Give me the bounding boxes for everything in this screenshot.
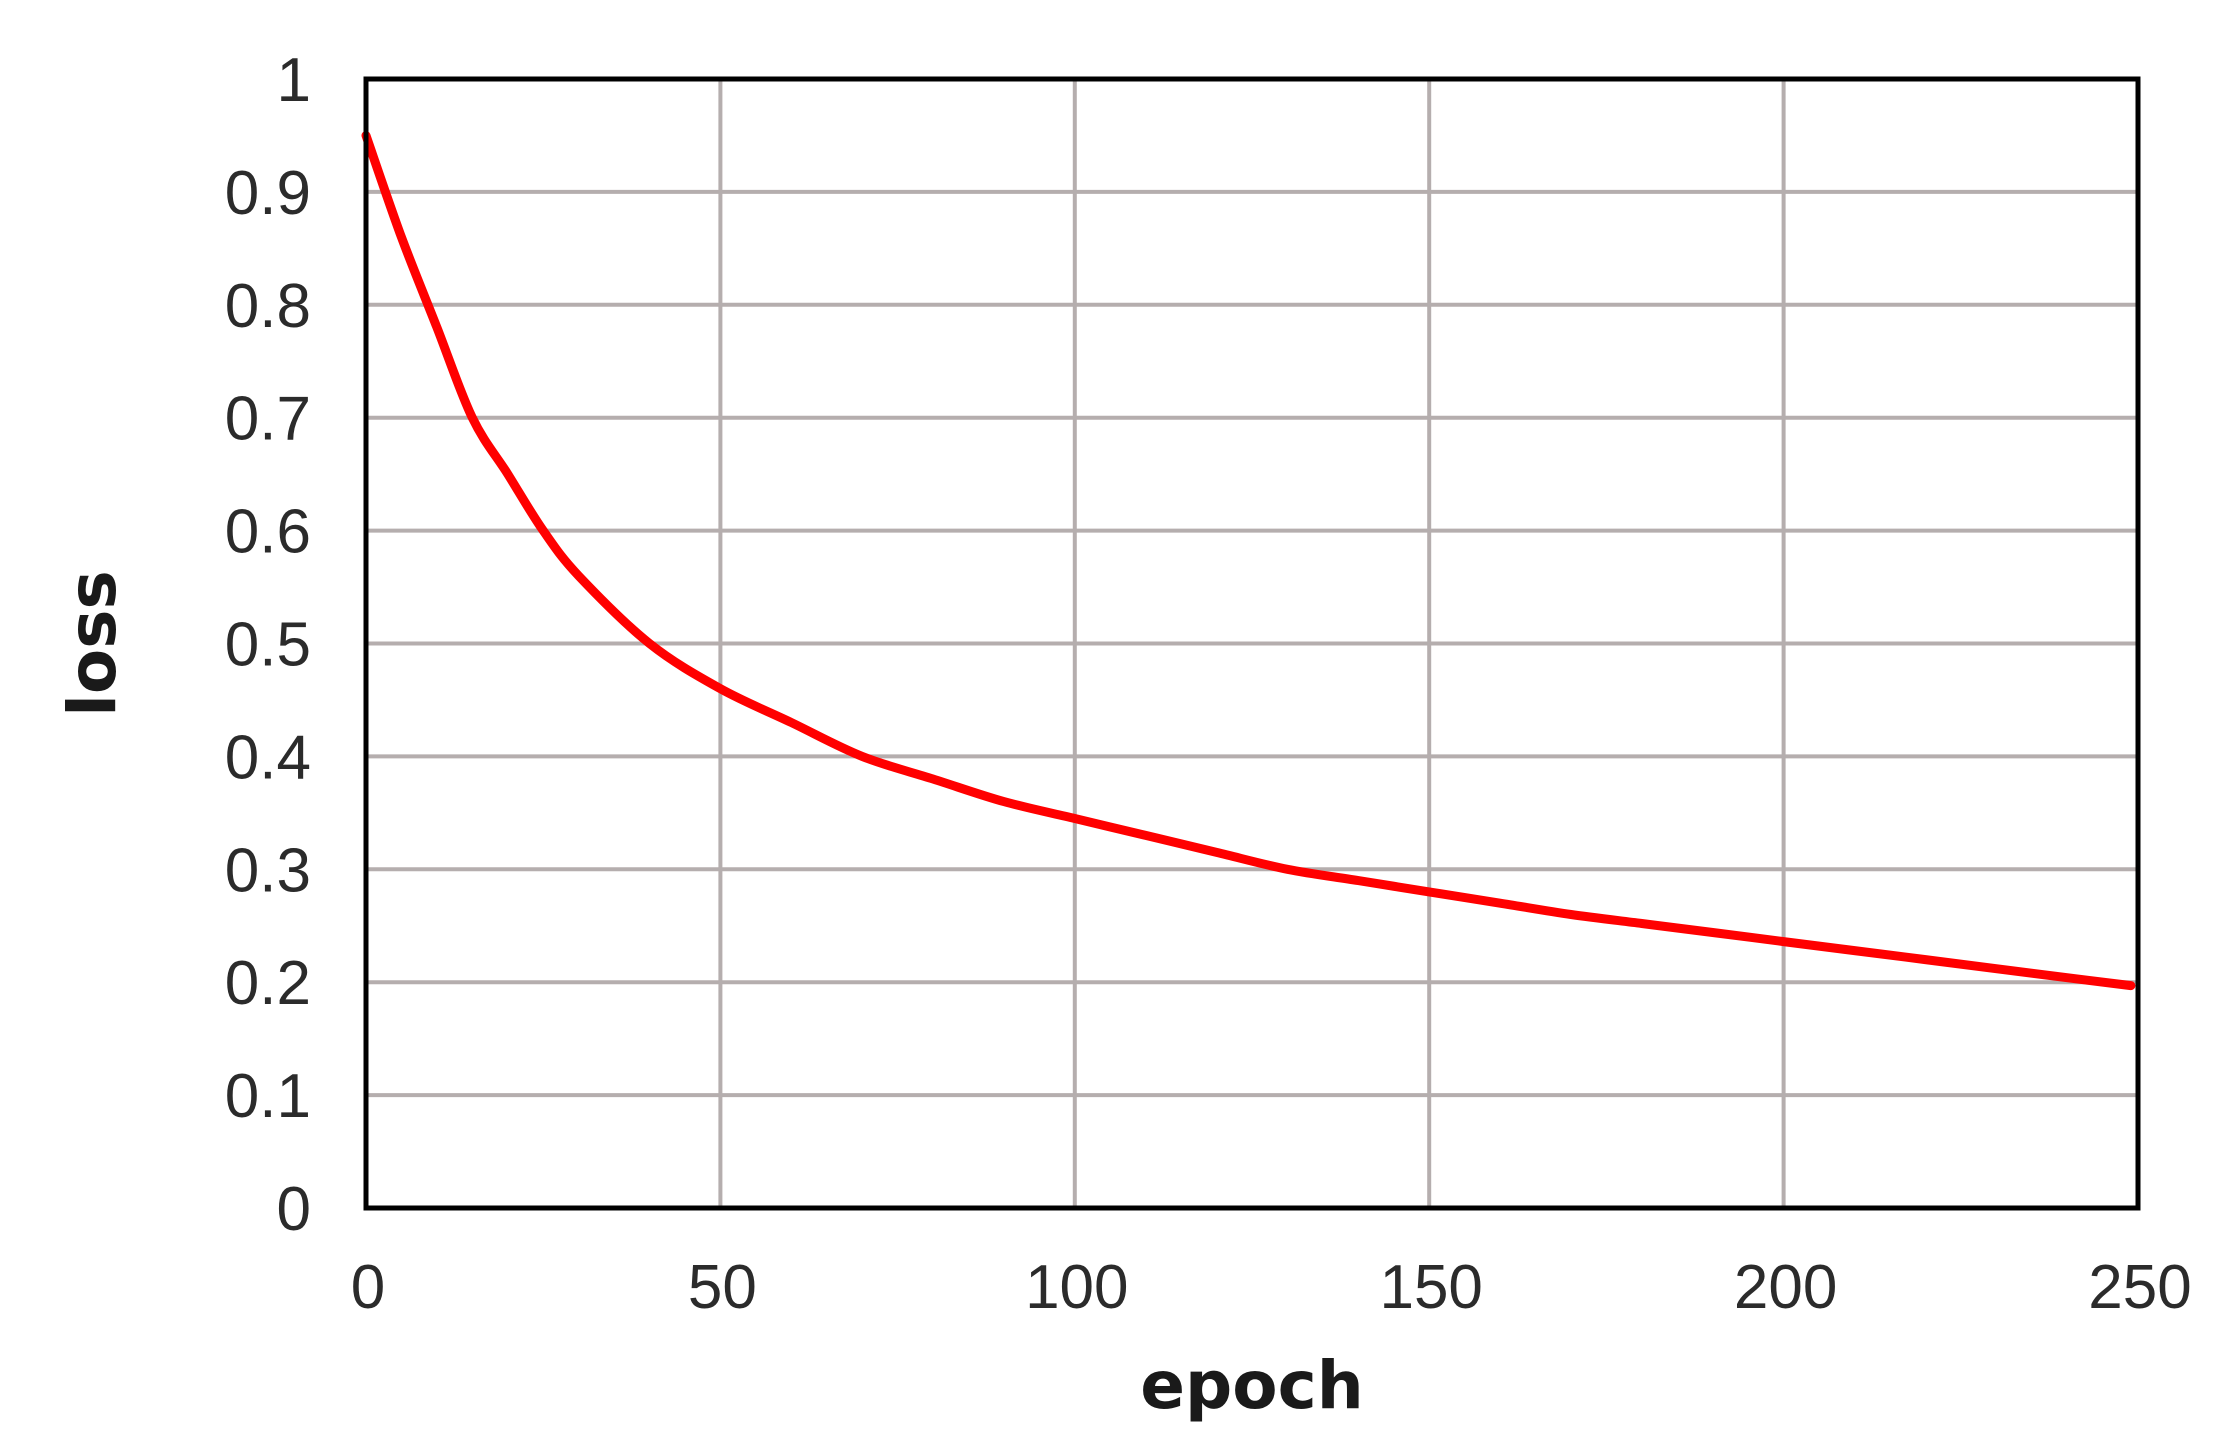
x-tick-label: 50	[688, 1253, 757, 1322]
x-tick-label: 0	[351, 1253, 385, 1322]
x-tick-label: 100	[1025, 1253, 1128, 1322]
plot-frame	[363, 76, 2141, 1211]
series-lines	[361, 131, 2136, 991]
x-tick-label: 250	[2088, 1253, 2191, 1322]
x-tick-label: 150	[1379, 1253, 1482, 1322]
y-tick-label: 0.8	[225, 272, 311, 341]
loss-series-line	[361, 131, 2136, 991]
y-axis-title: loss	[54, 570, 131, 717]
y-tick-label: 0.5	[225, 611, 311, 680]
tick-labels: 0 0.1 0.2 0.3 0.4 0.5 0.6 0.7 0.8 0.9 1 0 50 100 150 20…	[225, 46, 2192, 1322]
y-tick-label: 0.1	[225, 1062, 311, 1131]
y-tick-label: 0.7	[225, 385, 311, 454]
y-tick-label: 0.3	[225, 836, 311, 905]
y-tick-label: 0.2	[225, 949, 311, 1018]
y-tick-label: 0.4	[225, 723, 311, 792]
x-axis-title: epoch	[1140, 1347, 1363, 1424]
grid-lines	[366, 79, 2138, 1208]
y-tick-label: 0.9	[225, 159, 311, 228]
y-tick-label: 0	[277, 1175, 311, 1244]
x-tick-label: 200	[1734, 1253, 1837, 1322]
y-tick-label: 0.6	[225, 498, 311, 567]
y-tick-label: 1	[277, 46, 311, 115]
